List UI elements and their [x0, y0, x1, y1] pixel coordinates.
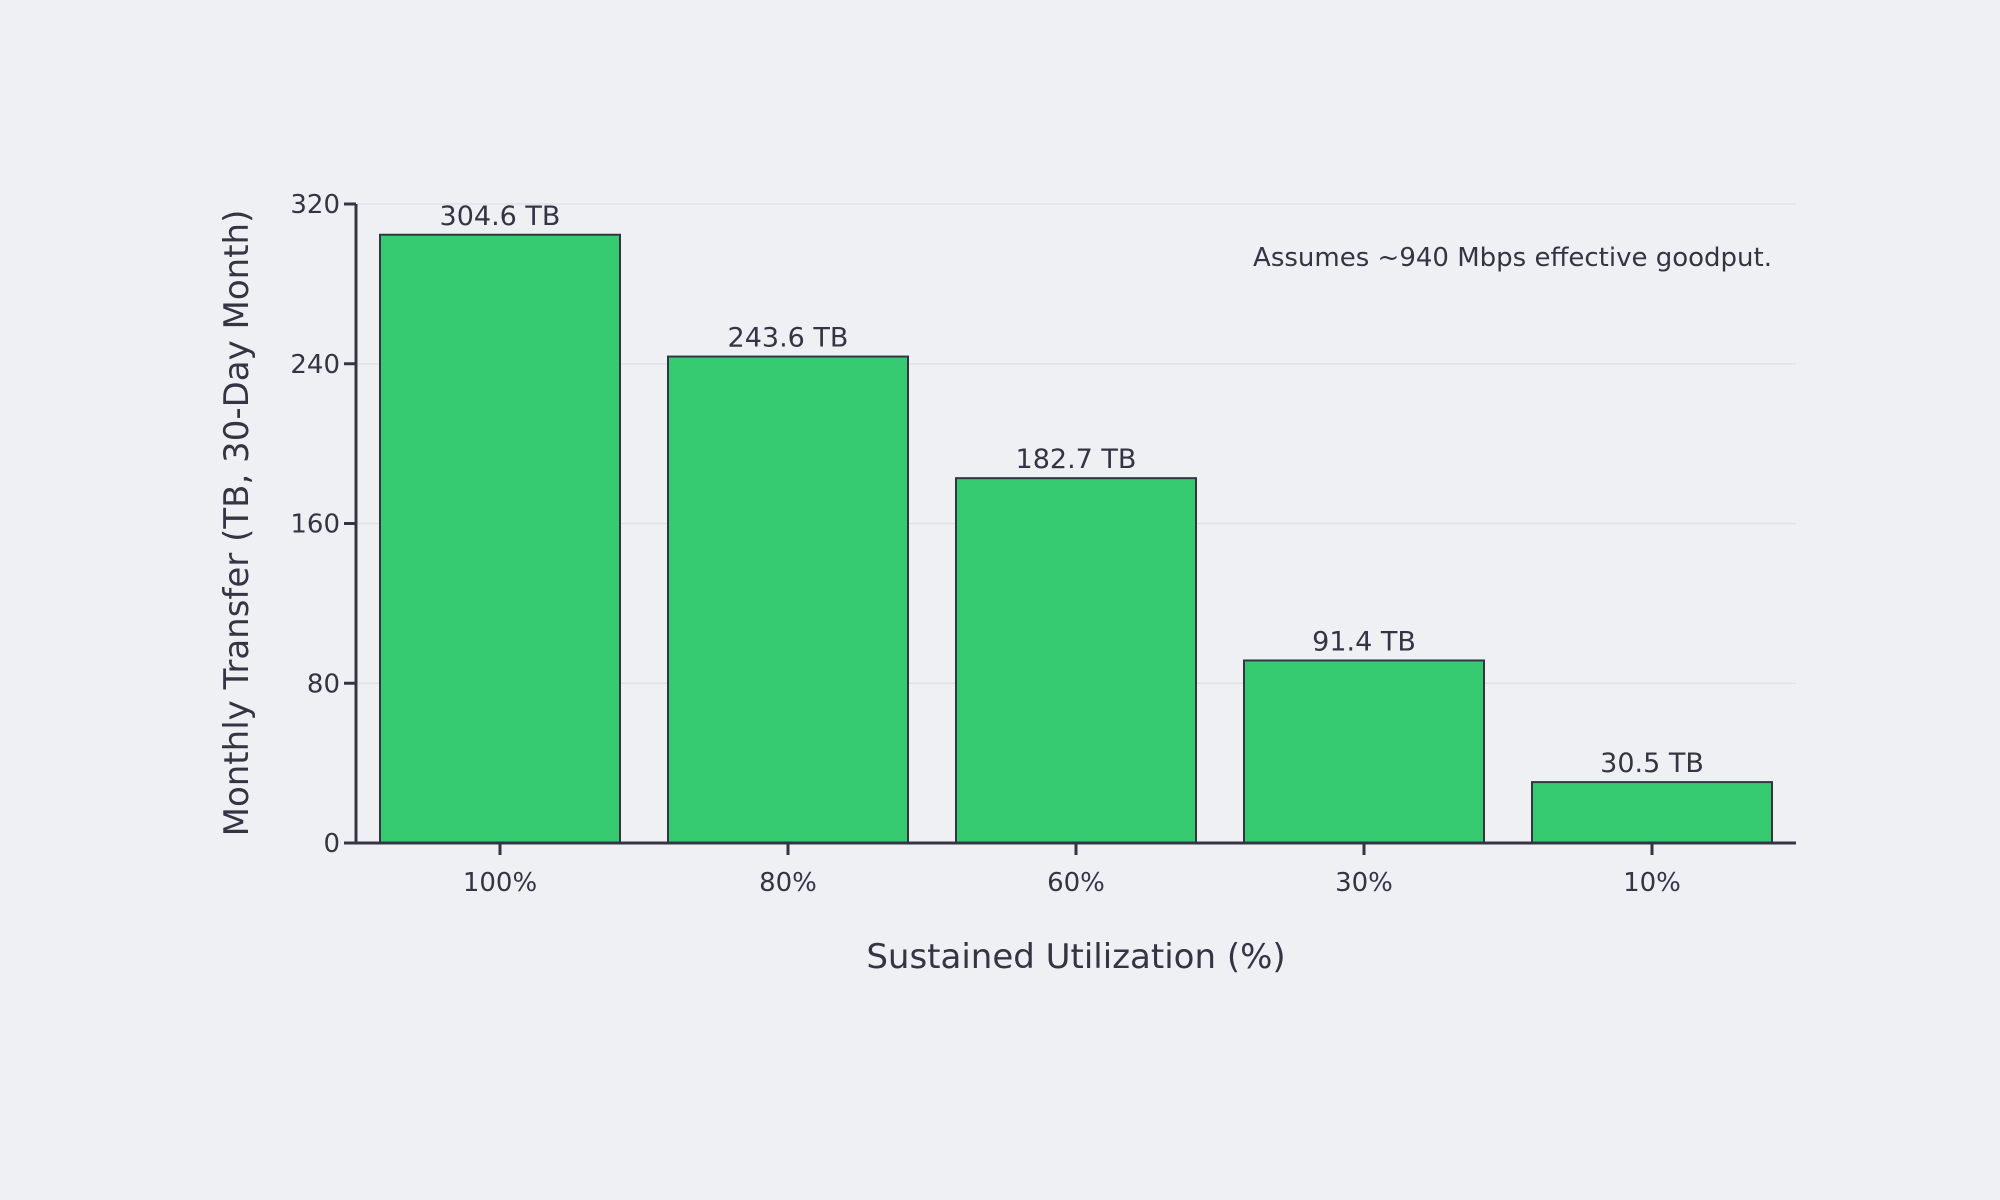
x-axis-title: Sustained Utilization (%) [866, 937, 1285, 977]
y-tick-label: 320 [290, 190, 340, 220]
bar-30% [1243, 659, 1485, 844]
bar-value-label: 243.6 TB [728, 323, 849, 354]
annotation-note: Assumes ~940 Mbps effective goodput. [1253, 243, 1772, 273]
y-tick-label: 160 [290, 510, 340, 540]
y-tick-label: 80 [307, 669, 340, 699]
bar-100% [379, 233, 621, 844]
axes: 0 80 160 240 320 100% 80% 60% 30% 10% [290, 190, 1796, 898]
bar-10% [1531, 781, 1773, 845]
bar-60% [955, 477, 1197, 844]
bar-80% [667, 355, 909, 844]
x-tick-label: 100% [463, 868, 537, 898]
bar-value-label: 91.4 TB [1312, 626, 1416, 657]
x-tick-label: 60% [1047, 868, 1105, 898]
x-tick-label: 10% [1623, 868, 1681, 898]
y-tick-label: 240 [290, 350, 340, 380]
y-tick-label: 0 [323, 829, 340, 859]
bars: 304.6 TB 243.6 TB 182.7 TB 91.4 TB 30.5 TB [379, 201, 1773, 845]
bar-value-label: 182.7 TB [1016, 444, 1137, 475]
x-tick-label: 80% [759, 868, 817, 898]
bar-value-label: 304.6 TB [440, 201, 561, 232]
bar-value-label: 30.5 TB [1600, 748, 1704, 779]
x-tick-label: 30% [1335, 868, 1393, 898]
y-axis-title: Monthly Transfer (TB, 30-Day Month) [217, 210, 257, 837]
